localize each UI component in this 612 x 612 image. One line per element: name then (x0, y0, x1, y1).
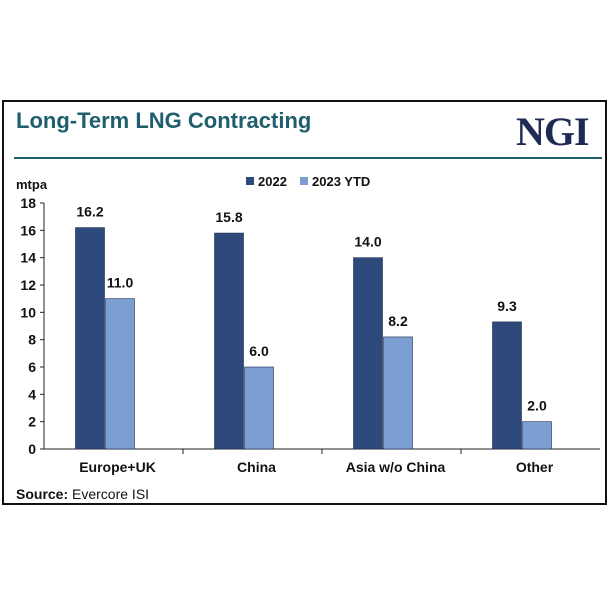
y-tick-label: 18 (20, 195, 36, 211)
source-note: Source: Evercore ISI (16, 486, 149, 502)
x-tick-label: Europe+UK (79, 459, 156, 475)
legend-label: 2023 YTD (312, 174, 370, 189)
bar-2022 (492, 321, 522, 450)
y-tick-label: 4 (28, 386, 36, 402)
bar-2023-ytd (522, 421, 552, 450)
x-axis: Europe+UK China Asia w/o China Other (44, 448, 600, 475)
y-axis-label: mtpa (16, 177, 48, 192)
y-tick-label: 16 (20, 222, 36, 238)
data-label: 16.2 (76, 204, 103, 220)
y-tick-label: 14 (20, 250, 36, 266)
title-divider (14, 157, 602, 159)
legend: 2022 2023 YTD (246, 174, 370, 189)
x-tick-label: China (237, 459, 276, 475)
bar-2022 (353, 257, 383, 450)
x-tick-label: Asia w/o China (346, 459, 446, 475)
legend-swatch (246, 177, 254, 185)
bar-2022 (75, 227, 105, 450)
data-labels: 16.2 11.0 15.8 6.0 14.0 8.2 9.3 2.0 (76, 204, 547, 414)
data-label: 6.0 (249, 343, 269, 359)
source-label: Source: (16, 486, 69, 502)
bar-2023-ytd (105, 298, 135, 450)
y-tick-label: 0 (28, 441, 36, 457)
x-tick-label: Other (516, 459, 554, 475)
y-axis: 0 2 4 6 8 10 12 14 16 18 (20, 195, 45, 457)
bars (75, 227, 552, 450)
legend-swatch (300, 177, 308, 185)
legend-label: 2022 (258, 174, 287, 189)
data-label: 14.0 (354, 234, 381, 250)
data-label: 8.2 (388, 313, 408, 329)
source-text: Evercore ISI (72, 486, 150, 502)
y-tick-label: 2 (28, 414, 36, 430)
bar-2022 (214, 232, 244, 450)
data-label: 9.3 (497, 298, 517, 314)
chart-title: Long-Term LNG Contracting (16, 108, 312, 133)
bar-chart: mtpa 2022 2023 YTD 0 2 4 6 8 10 12 14 16 18 Europe… (16, 174, 600, 475)
y-tick-label: 8 (28, 332, 36, 348)
y-tick-label: 10 (20, 304, 36, 320)
bar-2023-ytd (244, 366, 274, 450)
y-tick-label: 12 (20, 277, 36, 293)
data-label: 15.8 (215, 209, 242, 225)
y-tick-label: 6 (28, 359, 36, 375)
ngi-logo: NGI (516, 109, 590, 154)
bar-2023-ytd (383, 336, 413, 450)
data-label: 2.0 (527, 398, 547, 414)
data-label: 11.0 (107, 275, 134, 291)
